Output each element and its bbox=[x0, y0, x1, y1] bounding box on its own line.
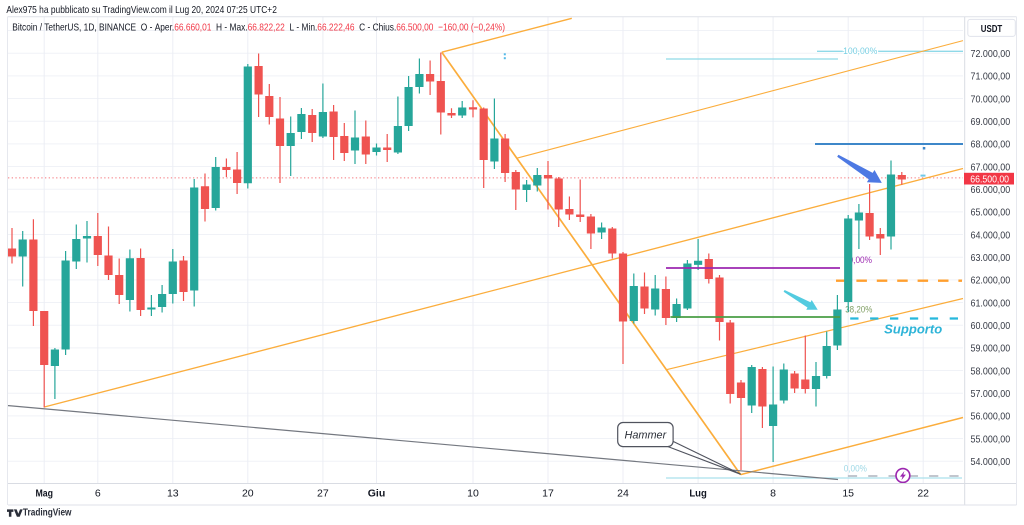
svg-text:17: 17 bbox=[542, 487, 554, 499]
svg-text:57.000,00: 57.000,00 bbox=[971, 388, 1011, 400]
svg-text:63.000,00: 63.000,00 bbox=[971, 252, 1011, 264]
svg-text:USDT: USDT bbox=[981, 23, 1003, 35]
svg-text:61.000,00: 61.000,00 bbox=[971, 297, 1011, 309]
svg-text:24: 24 bbox=[617, 487, 629, 499]
svg-text:58.000,00: 58.000,00 bbox=[971, 365, 1011, 377]
svg-text:27: 27 bbox=[317, 487, 329, 499]
svg-text:62.000,00: 62.000,00 bbox=[971, 275, 1011, 287]
svg-text:59.000,00: 59.000,00 bbox=[971, 343, 1011, 355]
svg-text:0,00%: 0,00% bbox=[844, 464, 868, 475]
svg-text:50,00%: 50,00% bbox=[844, 255, 872, 266]
svg-text:Mag: Mag bbox=[35, 487, 53, 499]
svg-text:Bitcoin / TetherUS, 1D, BINANC: Bitcoin / TetherUS, 1D, BINANCE O - Aper… bbox=[12, 22, 505, 34]
svg-text:Lug: Lug bbox=[689, 487, 707, 499]
svg-text:100,00%: 100,00% bbox=[843, 46, 878, 57]
svg-text:60.000,00: 60.000,00 bbox=[971, 320, 1011, 332]
svg-text:69.000,00: 69.000,00 bbox=[971, 116, 1011, 128]
svg-text:38,20%: 38,20% bbox=[845, 304, 873, 315]
svg-text:8: 8 bbox=[770, 487, 776, 499]
svg-text:13: 13 bbox=[167, 487, 179, 499]
svg-text:68.000,00: 68.000,00 bbox=[971, 139, 1011, 151]
svg-text:22: 22 bbox=[917, 487, 929, 499]
svg-text:70.000,00: 70.000,00 bbox=[971, 93, 1011, 105]
svg-text:15: 15 bbox=[842, 487, 854, 499]
svg-text:71.000,00: 71.000,00 bbox=[971, 71, 1011, 83]
svg-text:65.000,00: 65.000,00 bbox=[971, 207, 1011, 219]
svg-text:TradingView: TradingView bbox=[23, 508, 72, 519]
svg-text:54.000,00: 54.000,00 bbox=[971, 456, 1011, 468]
svg-text:Giu: Giu bbox=[368, 487, 386, 499]
svg-text:6: 6 bbox=[95, 487, 101, 499]
svg-text:66.000,00: 66.000,00 bbox=[971, 184, 1011, 196]
svg-text:Hammer: Hammer bbox=[625, 429, 668, 441]
svg-text:20: 20 bbox=[242, 487, 254, 499]
svg-text:64.000,00: 64.000,00 bbox=[971, 229, 1011, 241]
svg-text:55.000,00: 55.000,00 bbox=[971, 433, 1011, 445]
svg-text:72.000,00: 72.000,00 bbox=[971, 48, 1011, 60]
svg-text:Supporto: Supporto bbox=[884, 321, 942, 336]
svg-text:10: 10 bbox=[467, 487, 479, 499]
svg-text:66.500,00: 66.500,00 bbox=[970, 174, 1009, 185]
svg-text:56.000,00: 56.000,00 bbox=[971, 411, 1011, 423]
svg-text:67.000,00: 67.000,00 bbox=[971, 161, 1011, 173]
svg-text:Alex975 ha pubblicato su Tradi: Alex975 ha pubblicato su TradingView.com… bbox=[6, 5, 277, 16]
